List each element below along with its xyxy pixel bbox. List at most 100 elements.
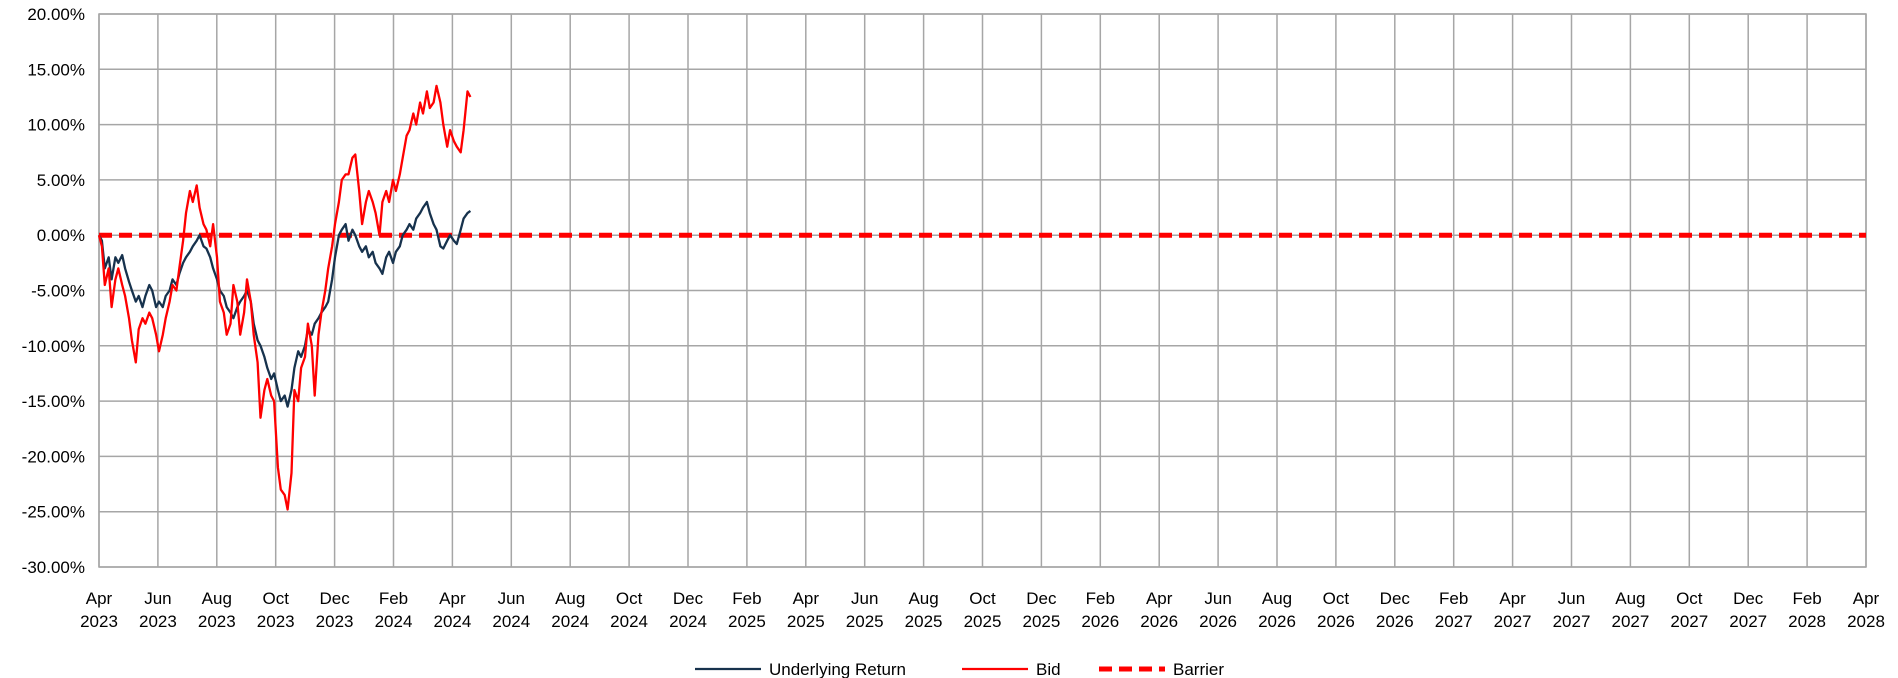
y-tick-label: -15.00% [22, 392, 85, 411]
x-tick-year: 2025 [728, 612, 766, 631]
y-tick-label: -5.00% [31, 282, 85, 301]
y-axis-tick-labels: 20.00% 15.00% 10.00% 5.00% 0.00% -5.00% -10.00… [22, 5, 85, 577]
x-tick-label: Aug 2026 [1258, 589, 1296, 631]
x-tick-label: Jun 2027 [1553, 589, 1591, 631]
x-tick-year: 2027 [1494, 612, 1532, 631]
x-tick-year: 2024 [610, 612, 648, 631]
x-tick-month: Apr [793, 589, 820, 608]
x-tick-label: Dec 2023 [316, 589, 354, 631]
y-tick-label: 5.00% [37, 171, 85, 190]
x-tick-label: Feb 2026 [1081, 589, 1119, 631]
x-tick-year: 2023 [316, 612, 354, 631]
x-tick-label: Dec 2025 [1022, 589, 1060, 631]
legend-label-underlying-return: Underlying Return [769, 660, 906, 678]
x-tick-label: Oct 2024 [610, 589, 648, 631]
x-tick-year: 2026 [1140, 612, 1178, 631]
x-tick-label: Aug 2025 [905, 589, 943, 631]
x-tick-label: Apr 2028 [1847, 589, 1885, 631]
x-tick-label: Feb 2025 [728, 589, 766, 631]
x-tick-year: 2026 [1081, 612, 1119, 631]
x-tick-label: Oct 2025 [964, 589, 1002, 631]
x-tick-year: 2024 [669, 612, 707, 631]
x-tick-month: Oct [616, 589, 643, 608]
x-tick-year: 2027 [1729, 612, 1767, 631]
series-lines [97, 84, 1866, 511]
x-tick-label: Aug 2023 [198, 589, 236, 631]
x-tick-month: Feb [732, 589, 761, 608]
x-tick-label: Feb 2028 [1788, 589, 1826, 631]
x-tick-year: 2026 [1376, 612, 1414, 631]
y-tick-label: 20.00% [27, 5, 85, 24]
x-tick-month: Apr [1146, 589, 1173, 608]
x-tick-label: Oct 2026 [1317, 589, 1355, 631]
x-tick-month: Dec [319, 589, 350, 608]
x-tick-year: 2025 [905, 612, 943, 631]
legend-label-barrier: Barrier [1173, 660, 1224, 678]
y-tick-label: -30.00% [22, 558, 85, 577]
x-tick-label: Dec 2026 [1376, 589, 1414, 631]
x-tick-month: Feb [1086, 589, 1115, 608]
x-tick-year: 2023 [198, 612, 236, 631]
x-tick-month: Jun [1204, 589, 1231, 608]
y-tick-label: -25.00% [22, 503, 85, 522]
x-tick-year: 2027 [1553, 612, 1591, 631]
x-tick-year: 2025 [787, 612, 825, 631]
x-tick-month: Jun [498, 589, 525, 608]
x-tick-month: Apr [86, 589, 113, 608]
y-tick-label: 0.00% [37, 226, 85, 245]
x-tick-year: 2023 [257, 612, 295, 631]
x-tick-month: Aug [1615, 589, 1645, 608]
x-tick-month: Dec [673, 589, 704, 608]
x-tick-year: 2024 [433, 612, 471, 631]
x-tick-month: Aug [908, 589, 938, 608]
x-tick-year: 2028 [1788, 612, 1826, 631]
y-tick-label: -20.00% [22, 447, 85, 466]
x-tick-month: Feb [1792, 589, 1821, 608]
x-tick-label: Feb 2027 [1435, 589, 1473, 631]
x-tick-year: 2027 [1435, 612, 1473, 631]
x-tick-month: Dec [1733, 589, 1764, 608]
x-tick-year: 2025 [846, 612, 884, 631]
x-tick-month: Apr [439, 589, 466, 608]
x-tick-label: Apr 2023 [80, 589, 118, 631]
x-tick-year: 2026 [1199, 612, 1237, 631]
series-line-bid [97, 84, 472, 511]
series-line-underlying-return [97, 200, 472, 408]
x-tick-month: Oct [1323, 589, 1350, 608]
x-tick-year: 2026 [1258, 612, 1296, 631]
x-tick-label: Feb 2024 [375, 589, 413, 631]
x-tick-month: Oct [262, 589, 289, 608]
x-tick-month: Feb [379, 589, 408, 608]
x-tick-month: Dec [1380, 589, 1411, 608]
x-tick-year: 2024 [492, 612, 530, 631]
x-tick-label: Jun 2025 [846, 589, 884, 631]
plot-border [98, 13, 1867, 568]
x-tick-month: Aug [202, 589, 232, 608]
x-tick-month: Aug [555, 589, 585, 608]
x-tick-year: 2027 [1611, 612, 1649, 631]
y-tick-label: 10.00% [27, 116, 85, 135]
x-tick-label: Apr 2026 [1140, 589, 1178, 631]
x-tick-year: 2023 [80, 612, 118, 631]
x-tick-year: 2028 [1847, 612, 1885, 631]
x-tick-label: Apr 2027 [1494, 589, 1532, 631]
x-tick-month: Oct [969, 589, 996, 608]
y-tick-label: -10.00% [22, 337, 85, 356]
legend: Underlying Return Bid Barrier [695, 660, 1224, 678]
x-tick-year: 2024 [551, 612, 589, 631]
x-tick-label: Jun 2023 [139, 589, 177, 631]
x-axis-tick-labels: Apr 2023 Jun 2023 Aug 2023 Oct 2023 Dec 2023 Feb 20… [80, 589, 1885, 631]
x-tick-label: Oct 2023 [257, 589, 295, 631]
x-tick-month: Apr [1853, 589, 1880, 608]
grid [98, 13, 1867, 568]
x-tick-year: 2027 [1670, 612, 1708, 631]
x-tick-month: Oct [1676, 589, 1703, 608]
x-tick-month: Feb [1439, 589, 1468, 608]
x-tick-month: Apr [1499, 589, 1526, 608]
x-tick-label: Oct 2027 [1670, 589, 1708, 631]
x-tick-month: Dec [1026, 589, 1057, 608]
x-tick-label: Jun 2026 [1199, 589, 1237, 631]
x-tick-label: Aug 2024 [551, 589, 589, 631]
